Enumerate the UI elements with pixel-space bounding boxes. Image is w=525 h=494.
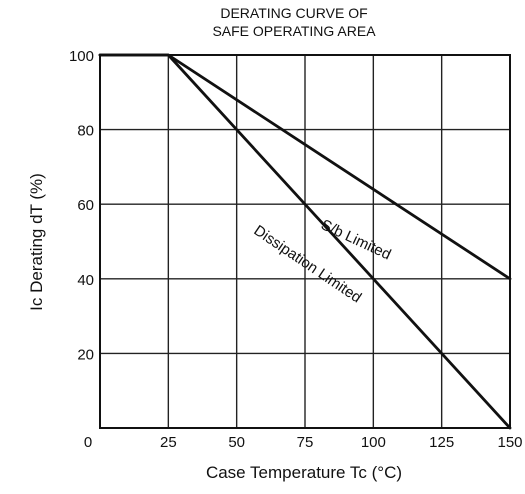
y-tick-label: 20 — [77, 346, 94, 363]
chart-title-line-2: SAFE OPERATING AREA — [212, 23, 376, 39]
y-tick-label: 100 — [69, 48, 94, 65]
x-tick-label: 0 — [84, 434, 92, 451]
grid-lines — [100, 55, 510, 428]
x-tick-label: 50 — [228, 434, 245, 451]
x-axis-label: Case Temperature Tc (°C) — [206, 463, 402, 482]
chart-title-line-1: DERATING CURVE OF — [220, 5, 367, 21]
x-tick-label: 75 — [297, 434, 314, 451]
plot-frame — [99, 54, 511, 429]
x-tick-label: 100 — [361, 434, 386, 451]
x-tick-label: 125 — [429, 434, 454, 451]
series-label-sb-limited: S/b Limited — [318, 216, 393, 263]
tick-labels: 0 25 50 75 100 125 150 20 40 60 80 100 — [69, 48, 523, 451]
y-tick-label: 80 — [77, 123, 94, 140]
series-lines — [98, 53, 512, 430]
y-tick-label: 40 — [77, 272, 94, 289]
x-tick-label: 150 — [497, 434, 522, 451]
y-axis-label: Ic Derating dT (%) — [27, 173, 46, 311]
y-tick-label: 60 — [77, 197, 94, 214]
x-tick-label: 25 — [160, 434, 177, 451]
series-line-dissipation-limited — [98, 53, 512, 430]
